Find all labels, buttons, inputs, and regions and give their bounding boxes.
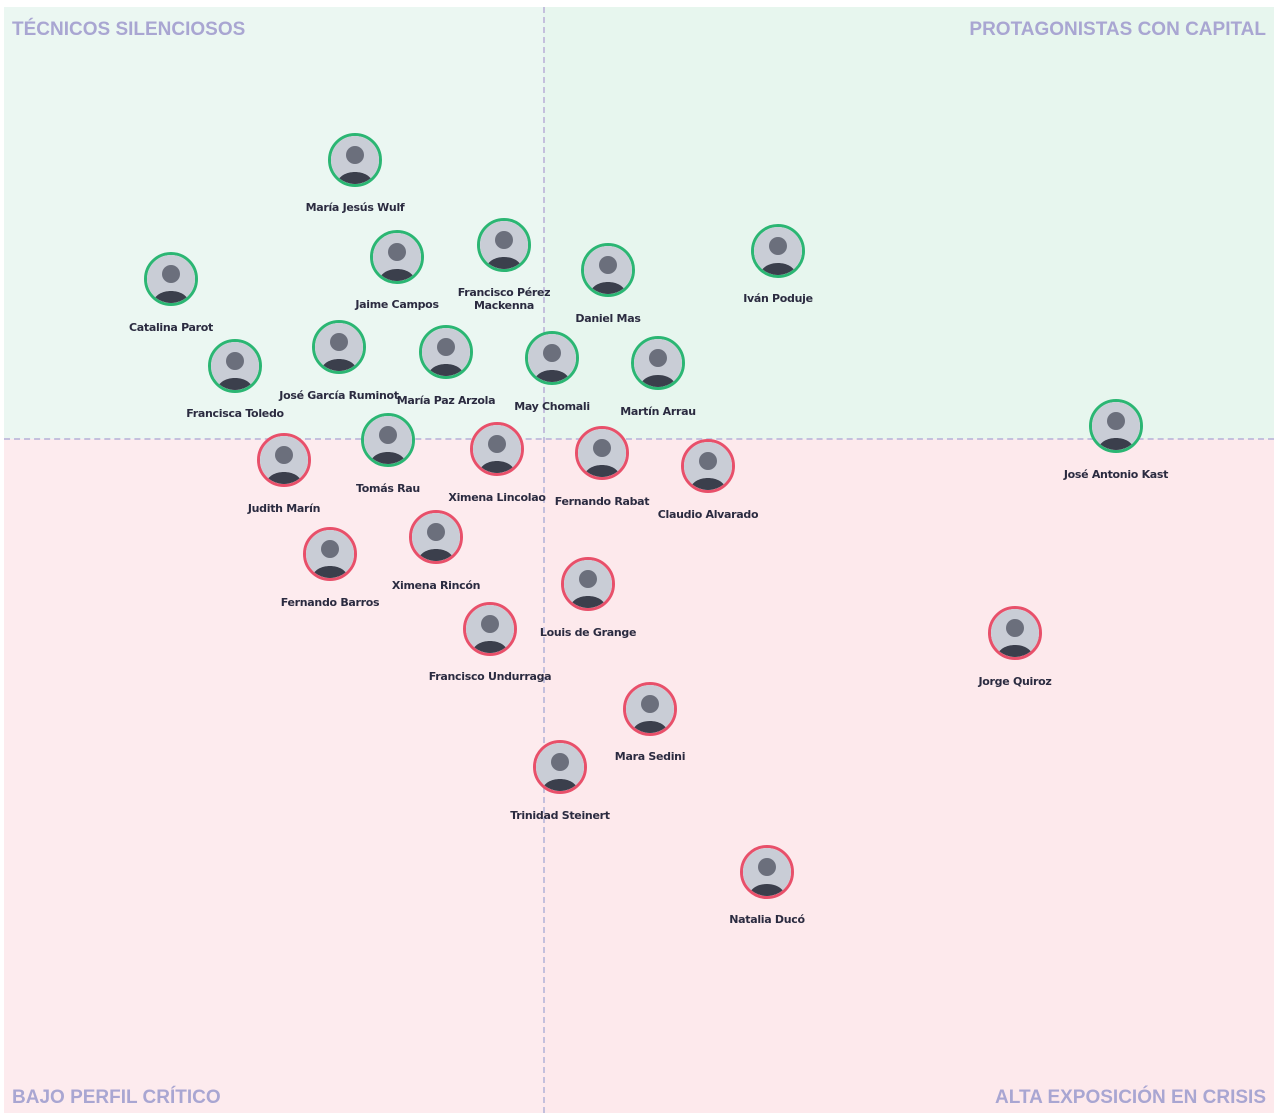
avatar-photo bbox=[315, 323, 363, 371]
avatar-photo bbox=[211, 342, 259, 390]
person-name: José Antonio Kast bbox=[1063, 468, 1169, 481]
avatar-photo bbox=[364, 416, 412, 464]
person-name: Claudio Alvarado bbox=[657, 508, 759, 521]
person-name: May Chomali bbox=[514, 400, 590, 413]
person-avatar[interactable] bbox=[303, 527, 357, 581]
avatar-photo bbox=[473, 425, 521, 473]
person-avatar[interactable] bbox=[681, 439, 735, 493]
avatar-photo bbox=[412, 513, 460, 561]
person-name: Fernando Barros bbox=[280, 596, 380, 609]
person-name: Mara Sedini bbox=[614, 750, 686, 763]
person-avatar[interactable] bbox=[361, 413, 415, 467]
person-avatar[interactable] bbox=[751, 224, 805, 278]
person-name: Judith Marín bbox=[247, 502, 321, 515]
quadrant-label: TÉCNICOS SILENCIOSOS bbox=[12, 19, 246, 40]
quadrant-label: PROTAGONISTAS CON CAPITAL bbox=[969, 19, 1266, 40]
person-avatar[interactable] bbox=[988, 606, 1042, 660]
person-avatar[interactable] bbox=[525, 331, 579, 385]
person-avatar[interactable] bbox=[740, 845, 794, 899]
person-name: Catalina Parot bbox=[128, 321, 214, 334]
person-avatar[interactable] bbox=[470, 422, 524, 476]
quadrant-top-left bbox=[4, 7, 543, 439]
avatar-photo bbox=[147, 255, 195, 303]
person-avatar[interactable] bbox=[208, 339, 262, 393]
person-name: Ximena Rincón bbox=[391, 579, 481, 592]
person-avatar[interactable] bbox=[477, 218, 531, 272]
avatar-photo bbox=[584, 246, 632, 294]
person-name: Daniel Mas bbox=[575, 312, 641, 325]
avatar-photo bbox=[634, 339, 682, 387]
avatar-photo bbox=[754, 227, 802, 275]
person-avatar[interactable] bbox=[533, 740, 587, 794]
avatar-photo bbox=[684, 442, 732, 490]
avatar-photo bbox=[331, 136, 379, 184]
person-avatar[interactable] bbox=[370, 230, 424, 284]
avatar-photo bbox=[373, 233, 421, 281]
person-name: Jaime Campos bbox=[355, 298, 439, 311]
person-avatar[interactable] bbox=[631, 336, 685, 390]
person-avatar[interactable] bbox=[623, 682, 677, 736]
avatar-photo bbox=[743, 848, 791, 896]
horizontal-divider bbox=[4, 438, 1274, 440]
person-avatar[interactable] bbox=[257, 433, 311, 487]
quadrant-bottom-right bbox=[543, 439, 1274, 1113]
avatar-photo bbox=[260, 436, 308, 484]
avatar-photo bbox=[466, 605, 514, 653]
person-avatar[interactable] bbox=[561, 557, 615, 611]
person-name: Natalia Ducó bbox=[729, 913, 805, 926]
person-name: Jorge Quiroz bbox=[978, 675, 1052, 688]
avatar-photo bbox=[991, 609, 1039, 657]
person-name: Tomás Rau bbox=[356, 482, 420, 495]
person-name: Trinidad Steinert bbox=[510, 809, 610, 822]
person-avatar[interactable] bbox=[409, 510, 463, 564]
person-avatar[interactable] bbox=[1089, 399, 1143, 453]
person-name: Iván Poduje bbox=[743, 292, 813, 305]
vertical-divider bbox=[543, 7, 545, 1113]
person-name: Francisco Undurraga bbox=[428, 670, 552, 683]
person-name: María Paz Arzola bbox=[396, 394, 496, 407]
quadrant-label: ALTA EXPOSICIÓN EN CRISIS bbox=[995, 1087, 1266, 1108]
person-name: Ximena Lincolao bbox=[448, 491, 546, 504]
person-avatar[interactable] bbox=[312, 320, 366, 374]
person-name: Louis de Grange bbox=[539, 626, 637, 639]
avatar-photo bbox=[422, 328, 470, 376]
person-name: José García Ruminot bbox=[279, 389, 399, 402]
avatar-photo bbox=[626, 685, 674, 733]
person-name: María Jesús Wulf bbox=[305, 201, 405, 214]
person-name: Francisca Toledo bbox=[186, 407, 284, 420]
person-avatar[interactable] bbox=[463, 602, 517, 656]
person-name: Martín Arrau bbox=[620, 405, 696, 418]
avatar-photo bbox=[480, 221, 528, 269]
quadrant-label: BAJO PERFIL CRÍTICO bbox=[12, 1087, 221, 1108]
avatar-photo bbox=[1092, 402, 1140, 450]
person-avatar[interactable] bbox=[575, 426, 629, 480]
avatar-photo bbox=[578, 429, 626, 477]
quadrant-board: TÉCNICOS SILENCIOSOS PROTAGONISTAS CON C… bbox=[4, 7, 1274, 1113]
avatar-photo bbox=[564, 560, 612, 608]
avatar-photo bbox=[306, 530, 354, 578]
avatar-photo bbox=[536, 743, 584, 791]
person-avatar[interactable] bbox=[328, 133, 382, 187]
person-name: Fernando Rabat bbox=[554, 495, 650, 508]
avatar-photo bbox=[528, 334, 576, 382]
person-avatar[interactable] bbox=[144, 252, 198, 306]
person-name: Francisco Pérez Mackenna bbox=[457, 286, 551, 312]
person-avatar[interactable] bbox=[581, 243, 635, 297]
person-avatar[interactable] bbox=[419, 325, 473, 379]
